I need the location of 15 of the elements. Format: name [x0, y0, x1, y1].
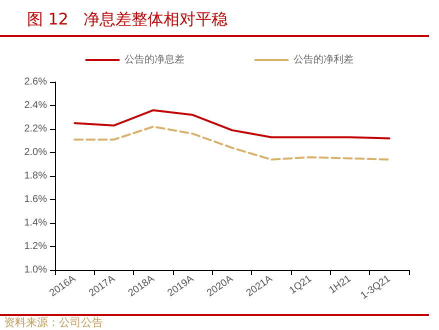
y-tick-label: 1.8% [24, 170, 48, 182]
y-tick-label: 2.6% [24, 76, 48, 88]
legend-label: 公告的净利差 [294, 54, 354, 66]
text: 资料来源：公司公告 [4, 316, 103, 329]
y-tick-label: 1.0% [24, 264, 48, 276]
legend-label: 公告的净息差 [124, 54, 184, 66]
y-tick-label: 2.4% [24, 100, 48, 111]
y-tick-label: 2.2% [24, 124, 48, 134]
y-tick-label: 1.6% [24, 194, 48, 205]
line-series [74, 126, 390, 161]
y-tick-label: 1.2% [24, 241, 48, 252]
y-tick-label: 1.4% [24, 218, 48, 228]
chart-title: 图 12 净息差整体相对平稳 [27, 10, 228, 28]
y-tick-label: 2.0% [24, 147, 48, 158]
line-series [74, 109, 390, 140]
